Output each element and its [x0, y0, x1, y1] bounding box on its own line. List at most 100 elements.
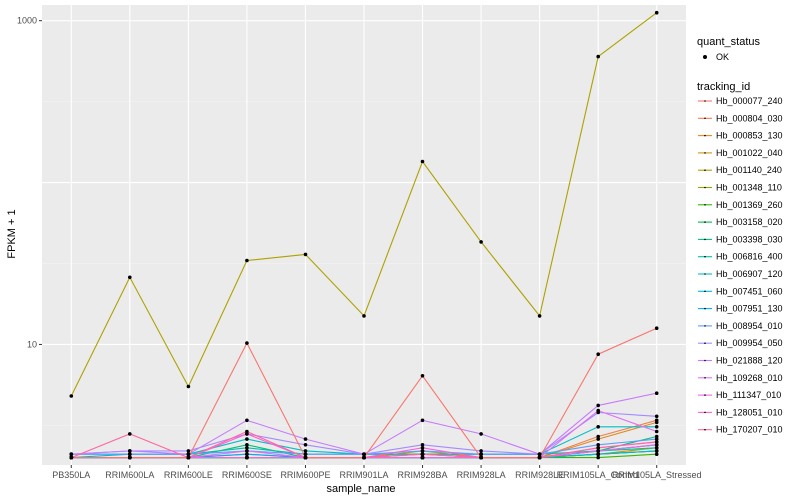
data-point: [128, 455, 132, 460]
data-point: [654, 452, 659, 457]
data-point: [654, 437, 659, 441]
legend-key-point: [704, 428, 706, 431]
legend-key-point: [704, 273, 706, 275]
x-tick-label: RRIM600PE: [280, 470, 330, 480]
legend-label: Hb_170207_010: [716, 425, 783, 435]
data-point: [596, 437, 600, 441]
legend-key-point: [704, 186, 706, 189]
data-point: [245, 341, 249, 345]
legend-label: Hb_001022_040: [716, 148, 783, 158]
legend-label: Hb_006907_120: [716, 269, 783, 279]
data-point: [303, 437, 308, 441]
data-point: [654, 326, 659, 331]
data-point: [654, 434, 659, 439]
data-point: [186, 449, 191, 453]
legend-label: Hb_000804_030: [716, 113, 783, 123]
x-tick-label: RRIM600LA: [105, 470, 154, 480]
data-point: [596, 455, 600, 460]
data-point: [654, 449, 659, 453]
data-point: [245, 418, 249, 423]
data-point: [303, 252, 308, 257]
data-point: [303, 443, 308, 447]
data-point: [69, 452, 74, 457]
data-point: [654, 429, 659, 434]
x-tick-label: RRIM105LA_Stressed: [612, 470, 702, 480]
grid-major: [42, 5, 686, 465]
data-point: [479, 449, 483, 453]
data-point: [420, 446, 425, 450]
x-tick-label: RRIM928LA: [457, 470, 506, 480]
data-point: [596, 408, 600, 413]
legend-label: Hb_006816_400: [716, 252, 783, 262]
data-point: [362, 455, 366, 460]
data-point: [596, 425, 600, 429]
legend-label: Hb_001369_260: [716, 200, 783, 210]
data-point: [479, 432, 483, 436]
data-point: [654, 443, 659, 447]
x-tick-label: PB350LA: [52, 470, 90, 480]
data-point: [245, 449, 249, 453]
x-tick-label: RRIM928LE: [515, 470, 564, 480]
data-point: [420, 455, 425, 460]
data-point: [420, 449, 425, 453]
data-point: [479, 240, 483, 244]
data-point: [479, 455, 483, 460]
legend-label-ok: OK: [716, 52, 729, 62]
legend-label: Hb_111347_010: [716, 390, 781, 400]
legend-label: Hb_009954_050: [716, 338, 783, 348]
data-point: [596, 352, 600, 357]
legend-key-point: [704, 325, 706, 327]
data-point: [186, 455, 191, 460]
data-point: [245, 455, 249, 460]
x-tick-label: RRIM901LA: [339, 470, 388, 480]
data-point: [245, 452, 249, 457]
legend-key-point: [704, 307, 706, 310]
data-point: [654, 440, 659, 444]
series-points: [69, 10, 659, 460]
legend-title-tracking-id: tracking_id: [697, 81, 750, 93]
data-point: [537, 314, 542, 318]
x-tick-label: RRIM600SE: [222, 470, 272, 480]
legend-key-point: [704, 169, 706, 171]
data-point: [420, 443, 425, 447]
legend-label: Hb_001140_240: [716, 165, 782, 175]
data-point: [596, 434, 600, 439]
data-point: [362, 452, 366, 457]
legend-label: Hb_021888_120: [716, 356, 783, 366]
legend-key-point: [704, 238, 706, 241]
data-point: [596, 443, 600, 447]
data-point: [69, 455, 74, 460]
data-point: [654, 420, 659, 425]
legend-key-point: [704, 152, 706, 154]
legend-label: Hb_007951_130: [716, 304, 783, 314]
x-axis-title: sample_name: [326, 483, 395, 495]
data-point: [128, 452, 132, 457]
data-point: [654, 414, 659, 419]
data-point: [303, 452, 308, 457]
data-point: [186, 452, 191, 457]
data-point: [654, 446, 659, 450]
data-point: [128, 275, 132, 280]
x-axis-ticks: PB350LA RRIM600LA RRIM600LE RRIM600SE RRIM60…: [52, 465, 702, 480]
legend-label: Hb_000077_240: [716, 96, 783, 106]
data-point: [245, 443, 249, 447]
data-point: [69, 394, 74, 398]
legend-key-ok-point: [703, 55, 707, 59]
data-point: [596, 452, 600, 457]
legend-key-point: [704, 117, 706, 120]
x-tick-label: RRIM600LE: [164, 470, 213, 480]
legend-label: Hb_001348_110: [716, 183, 782, 193]
data-point: [186, 384, 191, 389]
data-point: [128, 449, 132, 453]
data-point: [128, 432, 132, 436]
data-point: [537, 455, 542, 460]
legend-label: Hb_000853_130: [716, 131, 783, 141]
data-point: [362, 314, 366, 318]
legend-key-point: [704, 359, 706, 362]
legend-key-point: [704, 100, 706, 102]
data-point: [420, 159, 425, 164]
data-point: [479, 452, 483, 457]
legend-key-point: [704, 290, 706, 293]
legend-key-point: [704, 377, 706, 379]
